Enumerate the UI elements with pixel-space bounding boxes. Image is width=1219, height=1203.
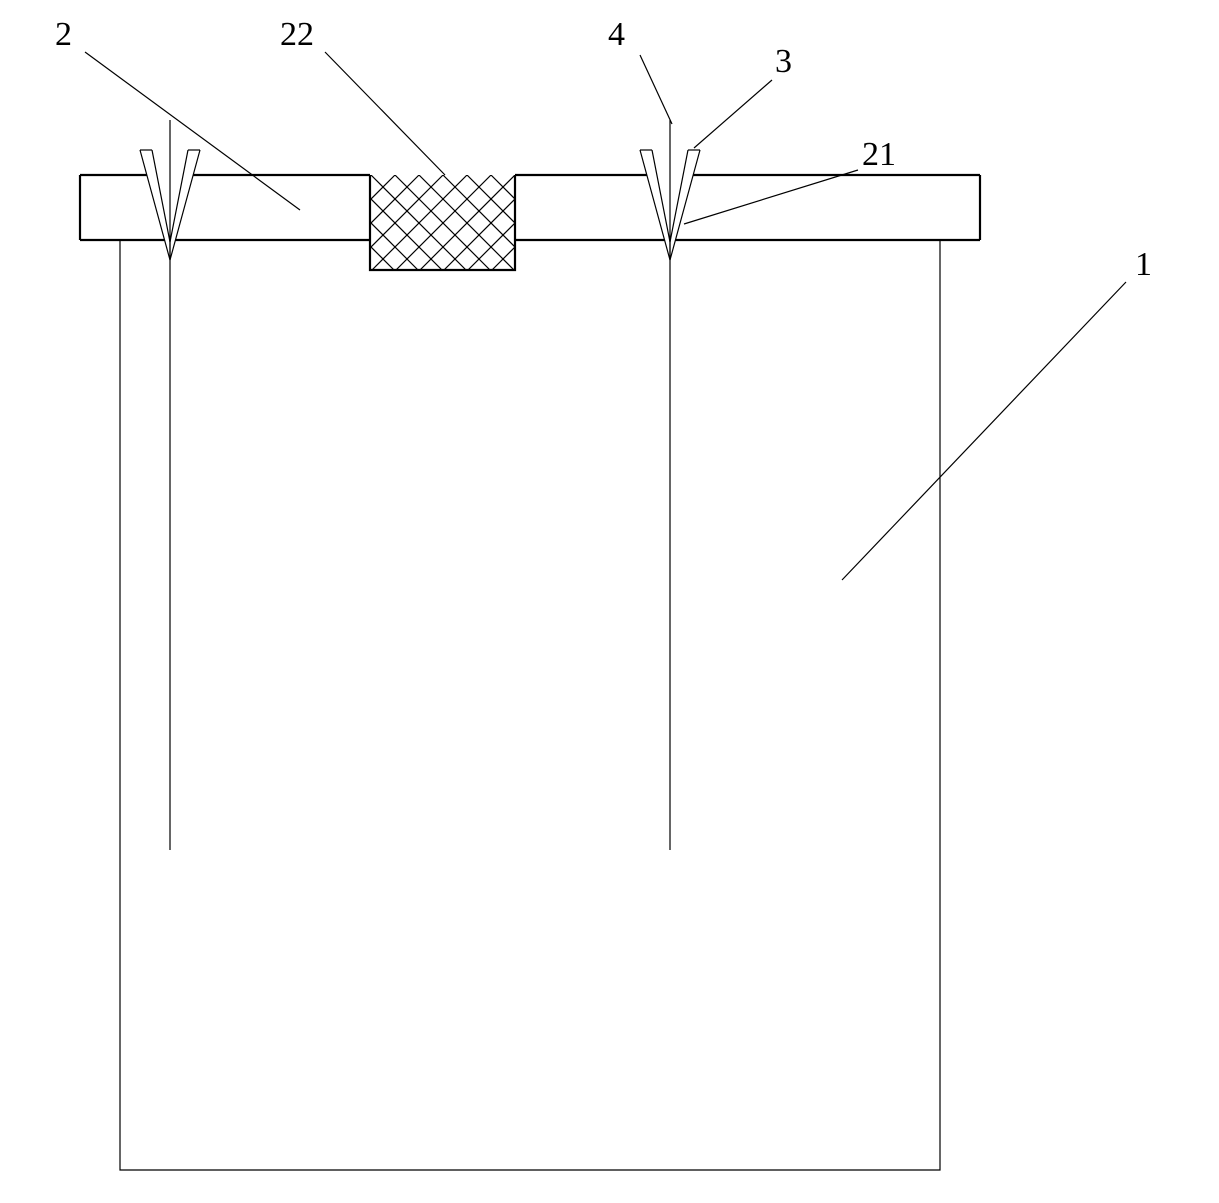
callout-label: 21 [862, 136, 896, 173]
leader-line [640, 55, 672, 124]
callout-label: 3 [775, 43, 792, 80]
callout-label: 4 [608, 16, 625, 53]
callout-label: 22 [280, 16, 314, 53]
leader-line [684, 170, 858, 224]
leader-line [325, 52, 445, 175]
hatch-box-fill [180, 175, 682, 270]
outer-vessel [120, 240, 940, 1170]
leader-line [694, 80, 772, 148]
leader-line [85, 52, 300, 210]
technical-drawing: 22243211 [0, 0, 1219, 1203]
leader-line [842, 282, 1126, 580]
callout-label: 1 [1135, 246, 1152, 283]
callout-label: 2 [55, 16, 72, 53]
